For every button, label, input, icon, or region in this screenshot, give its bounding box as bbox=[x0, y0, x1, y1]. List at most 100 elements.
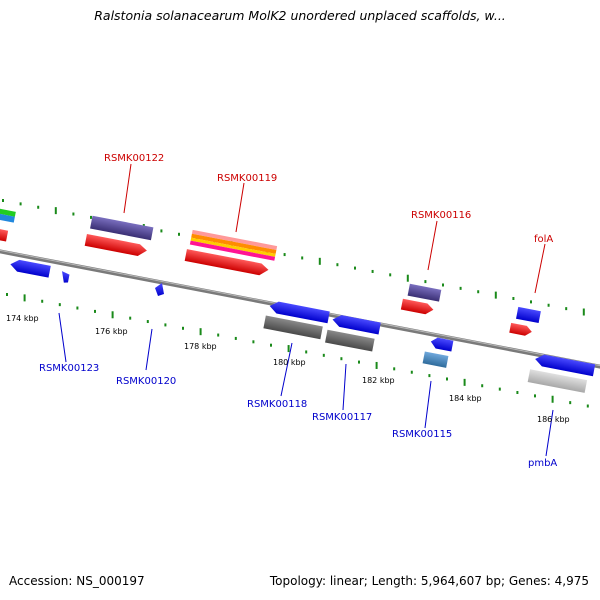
minor-tick bbox=[37, 205, 40, 209]
gene-feature[interactable] bbox=[0, 212, 15, 223]
label-leader bbox=[342, 363, 347, 411]
major-tick bbox=[494, 291, 497, 299]
minor-tick bbox=[234, 336, 237, 340]
minor-tick bbox=[41, 299, 44, 303]
minor-tick bbox=[410, 370, 413, 374]
minor-tick bbox=[129, 316, 132, 320]
major-tick bbox=[582, 308, 585, 316]
minor-tick bbox=[569, 401, 572, 405]
gene-feature-small[interactable] bbox=[60, 271, 70, 283]
gene-label-pmba[interactable]: pmbA bbox=[528, 458, 557, 469]
gene-rsmk00117-box[interactable] bbox=[325, 329, 375, 352]
minor-tick bbox=[6, 293, 8, 296]
gene-rsmk00119-box[interactable] bbox=[191, 229, 278, 251]
gene-label-rsmk00123[interactable]: RSMK00123 bbox=[39, 363, 99, 374]
minor-tick bbox=[428, 374, 431, 378]
label-leader bbox=[280, 342, 293, 397]
gene-rsmk00115-arrow[interactable] bbox=[430, 337, 454, 352]
label-leader bbox=[123, 163, 132, 214]
minor-tick bbox=[459, 286, 462, 290]
scale-label: 174 kbp bbox=[6, 314, 39, 323]
minor-tick bbox=[76, 306, 79, 310]
gene-rsmk00123-arrow[interactable] bbox=[9, 258, 51, 278]
gene-label-rsmk00122[interactable]: RSMK00122 bbox=[104, 153, 164, 164]
gene-label-rsmk00118[interactable]: RSMK00118 bbox=[247, 399, 307, 410]
minor-tick bbox=[178, 232, 180, 236]
gene-rsmk00119-box[interactable] bbox=[189, 240, 276, 261]
gene-label-rsmk00117[interactable]: RSMK00117 bbox=[312, 412, 372, 423]
major-tick bbox=[54, 207, 57, 215]
minor-tick bbox=[481, 384, 484, 388]
minor-tick bbox=[160, 229, 163, 233]
scale-label: 180 kbp bbox=[273, 358, 306, 367]
gene-rsmk00122-box[interactable] bbox=[90, 215, 154, 241]
gene-label-rsmk00115[interactable]: RSMK00115 bbox=[392, 429, 452, 440]
minor-tick bbox=[58, 303, 61, 307]
gene-rsmk00120-arrow[interactable] bbox=[155, 283, 164, 296]
minor-tick bbox=[586, 404, 589, 408]
major-tick bbox=[23, 294, 26, 302]
gene-pmba-box[interactable] bbox=[527, 369, 588, 393]
gene-label-fola[interactable]: folA bbox=[534, 234, 553, 245]
topology-summary: Topology: linear; Length: 5,964,607 bp; … bbox=[269, 574, 589, 588]
label-leader bbox=[235, 182, 245, 233]
gene-feature[interactable] bbox=[0, 207, 16, 217]
major-tick bbox=[551, 395, 554, 403]
minor-tick bbox=[534, 394, 536, 398]
minor-tick bbox=[547, 303, 550, 307]
minor-tick bbox=[498, 387, 501, 391]
accession-text: Accession: NS_000197 bbox=[9, 574, 145, 588]
scale-label: 182 kbp bbox=[362, 376, 395, 385]
minor-tick bbox=[72, 212, 75, 216]
minor-tick bbox=[424, 280, 427, 284]
gene-feature[interactable] bbox=[0, 226, 9, 242]
map-title: Ralstonia solanacearum MolK2 unordered u… bbox=[94, 8, 506, 23]
minor-tick bbox=[442, 283, 444, 287]
tick-row-upper bbox=[2, 199, 585, 316]
minor-tick bbox=[283, 253, 286, 257]
label-leader bbox=[145, 328, 153, 371]
minor-tick bbox=[322, 353, 325, 357]
minor-tick bbox=[305, 350, 308, 354]
major-tick bbox=[406, 274, 409, 282]
minor-tick bbox=[393, 367, 396, 371]
scale-label: 186 kbp bbox=[537, 415, 570, 424]
gene-fola-box[interactable] bbox=[516, 306, 541, 324]
major-tick bbox=[463, 378, 466, 386]
major-tick bbox=[287, 345, 290, 353]
gene-label-rsmk00116[interactable]: RSMK00116 bbox=[411, 210, 471, 221]
gene-rsmk00117-arrow[interactable] bbox=[331, 314, 381, 335]
minor-tick bbox=[371, 269, 374, 273]
major-tick bbox=[111, 311, 114, 319]
minor-tick bbox=[19, 202, 22, 206]
minor-tick bbox=[94, 309, 96, 313]
gene-rsmk00118-arrow[interactable] bbox=[269, 300, 330, 324]
tick-row-lower bbox=[6, 293, 589, 408]
gene-label-rsmk00119[interactable]: RSMK00119 bbox=[217, 173, 277, 184]
label-leader bbox=[534, 243, 546, 294]
minor-tick bbox=[252, 340, 255, 344]
scale-label: 176 kbp bbox=[95, 327, 128, 336]
gene-fola-arrow[interactable] bbox=[509, 322, 532, 337]
minor-tick bbox=[340, 357, 343, 361]
gene-rsmk00122-arrow[interactable] bbox=[84, 233, 148, 258]
gene-rsmk00116-box[interactable] bbox=[407, 283, 442, 302]
major-tick bbox=[318, 257, 321, 265]
label-leader bbox=[427, 220, 438, 271]
minor-tick bbox=[146, 320, 149, 324]
gene-rsmk00119-box[interactable] bbox=[190, 237, 276, 257]
minor-tick bbox=[182, 326, 184, 330]
minor-tick bbox=[477, 290, 480, 294]
gene-rsmk00116-arrow[interactable] bbox=[400, 298, 435, 316]
gene-label-rsmk00120[interactable]: RSMK00120 bbox=[116, 376, 176, 387]
minor-tick bbox=[2, 199, 4, 202]
gene-rsmk00118-box[interactable] bbox=[263, 315, 323, 340]
gene-pmba-arrow[interactable] bbox=[534, 353, 596, 377]
gene-rsmk00119-box[interactable] bbox=[191, 233, 277, 254]
gene-rsmk00115-box[interactable] bbox=[422, 351, 449, 368]
major-tick bbox=[199, 328, 202, 336]
minor-tick bbox=[164, 323, 167, 327]
label-leader bbox=[58, 312, 67, 363]
gene-rsmk00119-arrow[interactable] bbox=[184, 249, 270, 277]
